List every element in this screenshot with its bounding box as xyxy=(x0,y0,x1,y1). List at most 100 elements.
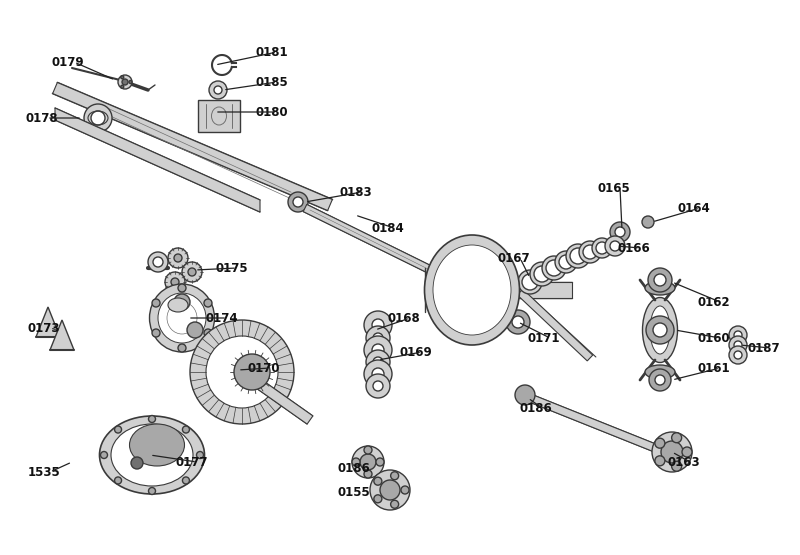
Ellipse shape xyxy=(366,326,390,350)
Ellipse shape xyxy=(615,227,625,237)
Text: 0175: 0175 xyxy=(215,261,248,275)
Circle shape xyxy=(380,480,400,500)
Ellipse shape xyxy=(734,331,742,339)
Ellipse shape xyxy=(645,281,675,295)
Circle shape xyxy=(182,262,202,282)
Ellipse shape xyxy=(649,369,671,391)
Ellipse shape xyxy=(84,104,112,132)
Ellipse shape xyxy=(364,311,392,339)
Polygon shape xyxy=(50,320,74,350)
Ellipse shape xyxy=(190,320,294,424)
Circle shape xyxy=(114,426,122,433)
Ellipse shape xyxy=(293,197,303,207)
Polygon shape xyxy=(519,282,572,298)
Ellipse shape xyxy=(372,368,384,380)
Ellipse shape xyxy=(610,222,630,242)
Polygon shape xyxy=(53,83,332,210)
Circle shape xyxy=(118,75,132,89)
Ellipse shape xyxy=(373,381,383,391)
Ellipse shape xyxy=(605,236,625,256)
Text: 0177: 0177 xyxy=(175,456,207,468)
Ellipse shape xyxy=(650,306,670,354)
Circle shape xyxy=(182,426,190,433)
Polygon shape xyxy=(36,307,60,337)
Text: 0161: 0161 xyxy=(698,361,730,375)
Ellipse shape xyxy=(99,416,205,494)
Circle shape xyxy=(650,320,670,340)
Ellipse shape xyxy=(579,241,601,263)
Text: 0163: 0163 xyxy=(668,456,701,468)
Circle shape xyxy=(401,486,409,494)
Circle shape xyxy=(178,284,186,292)
Ellipse shape xyxy=(570,248,586,264)
Ellipse shape xyxy=(546,260,562,276)
Circle shape xyxy=(682,447,692,457)
Text: 0155: 0155 xyxy=(338,486,370,498)
Ellipse shape xyxy=(209,81,227,99)
Ellipse shape xyxy=(566,244,590,268)
Ellipse shape xyxy=(542,256,566,280)
Text: 0171: 0171 xyxy=(528,331,561,345)
Circle shape xyxy=(204,329,212,337)
Ellipse shape xyxy=(512,316,524,328)
Ellipse shape xyxy=(654,274,666,286)
Ellipse shape xyxy=(372,319,384,331)
Polygon shape xyxy=(198,100,240,132)
Circle shape xyxy=(121,85,124,88)
Ellipse shape xyxy=(168,298,188,312)
Ellipse shape xyxy=(648,268,672,292)
Circle shape xyxy=(178,344,186,352)
Text: 0184: 0184 xyxy=(372,221,405,235)
Text: 0166: 0166 xyxy=(618,241,650,255)
Polygon shape xyxy=(529,394,662,454)
Circle shape xyxy=(152,299,160,307)
Circle shape xyxy=(114,477,122,484)
Ellipse shape xyxy=(206,336,278,408)
Circle shape xyxy=(171,278,179,286)
Circle shape xyxy=(374,477,382,485)
Text: 0181: 0181 xyxy=(255,46,288,58)
Ellipse shape xyxy=(373,357,383,367)
Text: 0169: 0169 xyxy=(400,346,433,359)
Circle shape xyxy=(182,477,190,484)
Ellipse shape xyxy=(364,360,392,388)
Text: 0179: 0179 xyxy=(52,56,85,68)
Circle shape xyxy=(515,385,535,405)
Circle shape xyxy=(360,454,376,470)
Text: 0162: 0162 xyxy=(698,295,730,309)
Circle shape xyxy=(168,248,188,268)
Text: 0186: 0186 xyxy=(520,401,553,415)
Circle shape xyxy=(655,438,665,448)
Ellipse shape xyxy=(559,255,573,269)
Ellipse shape xyxy=(534,266,550,282)
Circle shape xyxy=(188,268,196,276)
Ellipse shape xyxy=(366,350,390,374)
Circle shape xyxy=(204,299,212,307)
Ellipse shape xyxy=(433,245,511,335)
Text: 0160: 0160 xyxy=(698,331,730,345)
Circle shape xyxy=(390,500,398,508)
Circle shape xyxy=(376,458,384,466)
Text: 0165: 0165 xyxy=(598,181,630,194)
Text: 0180: 0180 xyxy=(255,105,288,119)
Text: 0185: 0185 xyxy=(255,75,288,88)
Text: 0170: 0170 xyxy=(248,361,281,375)
Circle shape xyxy=(655,456,665,466)
Circle shape xyxy=(672,433,682,443)
Circle shape xyxy=(390,472,398,480)
Circle shape xyxy=(129,80,132,83)
Circle shape xyxy=(642,216,654,228)
Circle shape xyxy=(131,457,143,469)
Ellipse shape xyxy=(91,111,105,125)
Ellipse shape xyxy=(610,241,620,251)
Ellipse shape xyxy=(373,333,383,343)
Ellipse shape xyxy=(729,336,747,354)
Circle shape xyxy=(174,294,190,310)
Ellipse shape xyxy=(596,242,608,254)
Circle shape xyxy=(374,495,382,503)
Text: 0187: 0187 xyxy=(748,341,781,355)
Circle shape xyxy=(652,432,692,472)
Ellipse shape xyxy=(150,284,214,352)
Ellipse shape xyxy=(506,310,530,334)
Ellipse shape xyxy=(555,251,577,273)
